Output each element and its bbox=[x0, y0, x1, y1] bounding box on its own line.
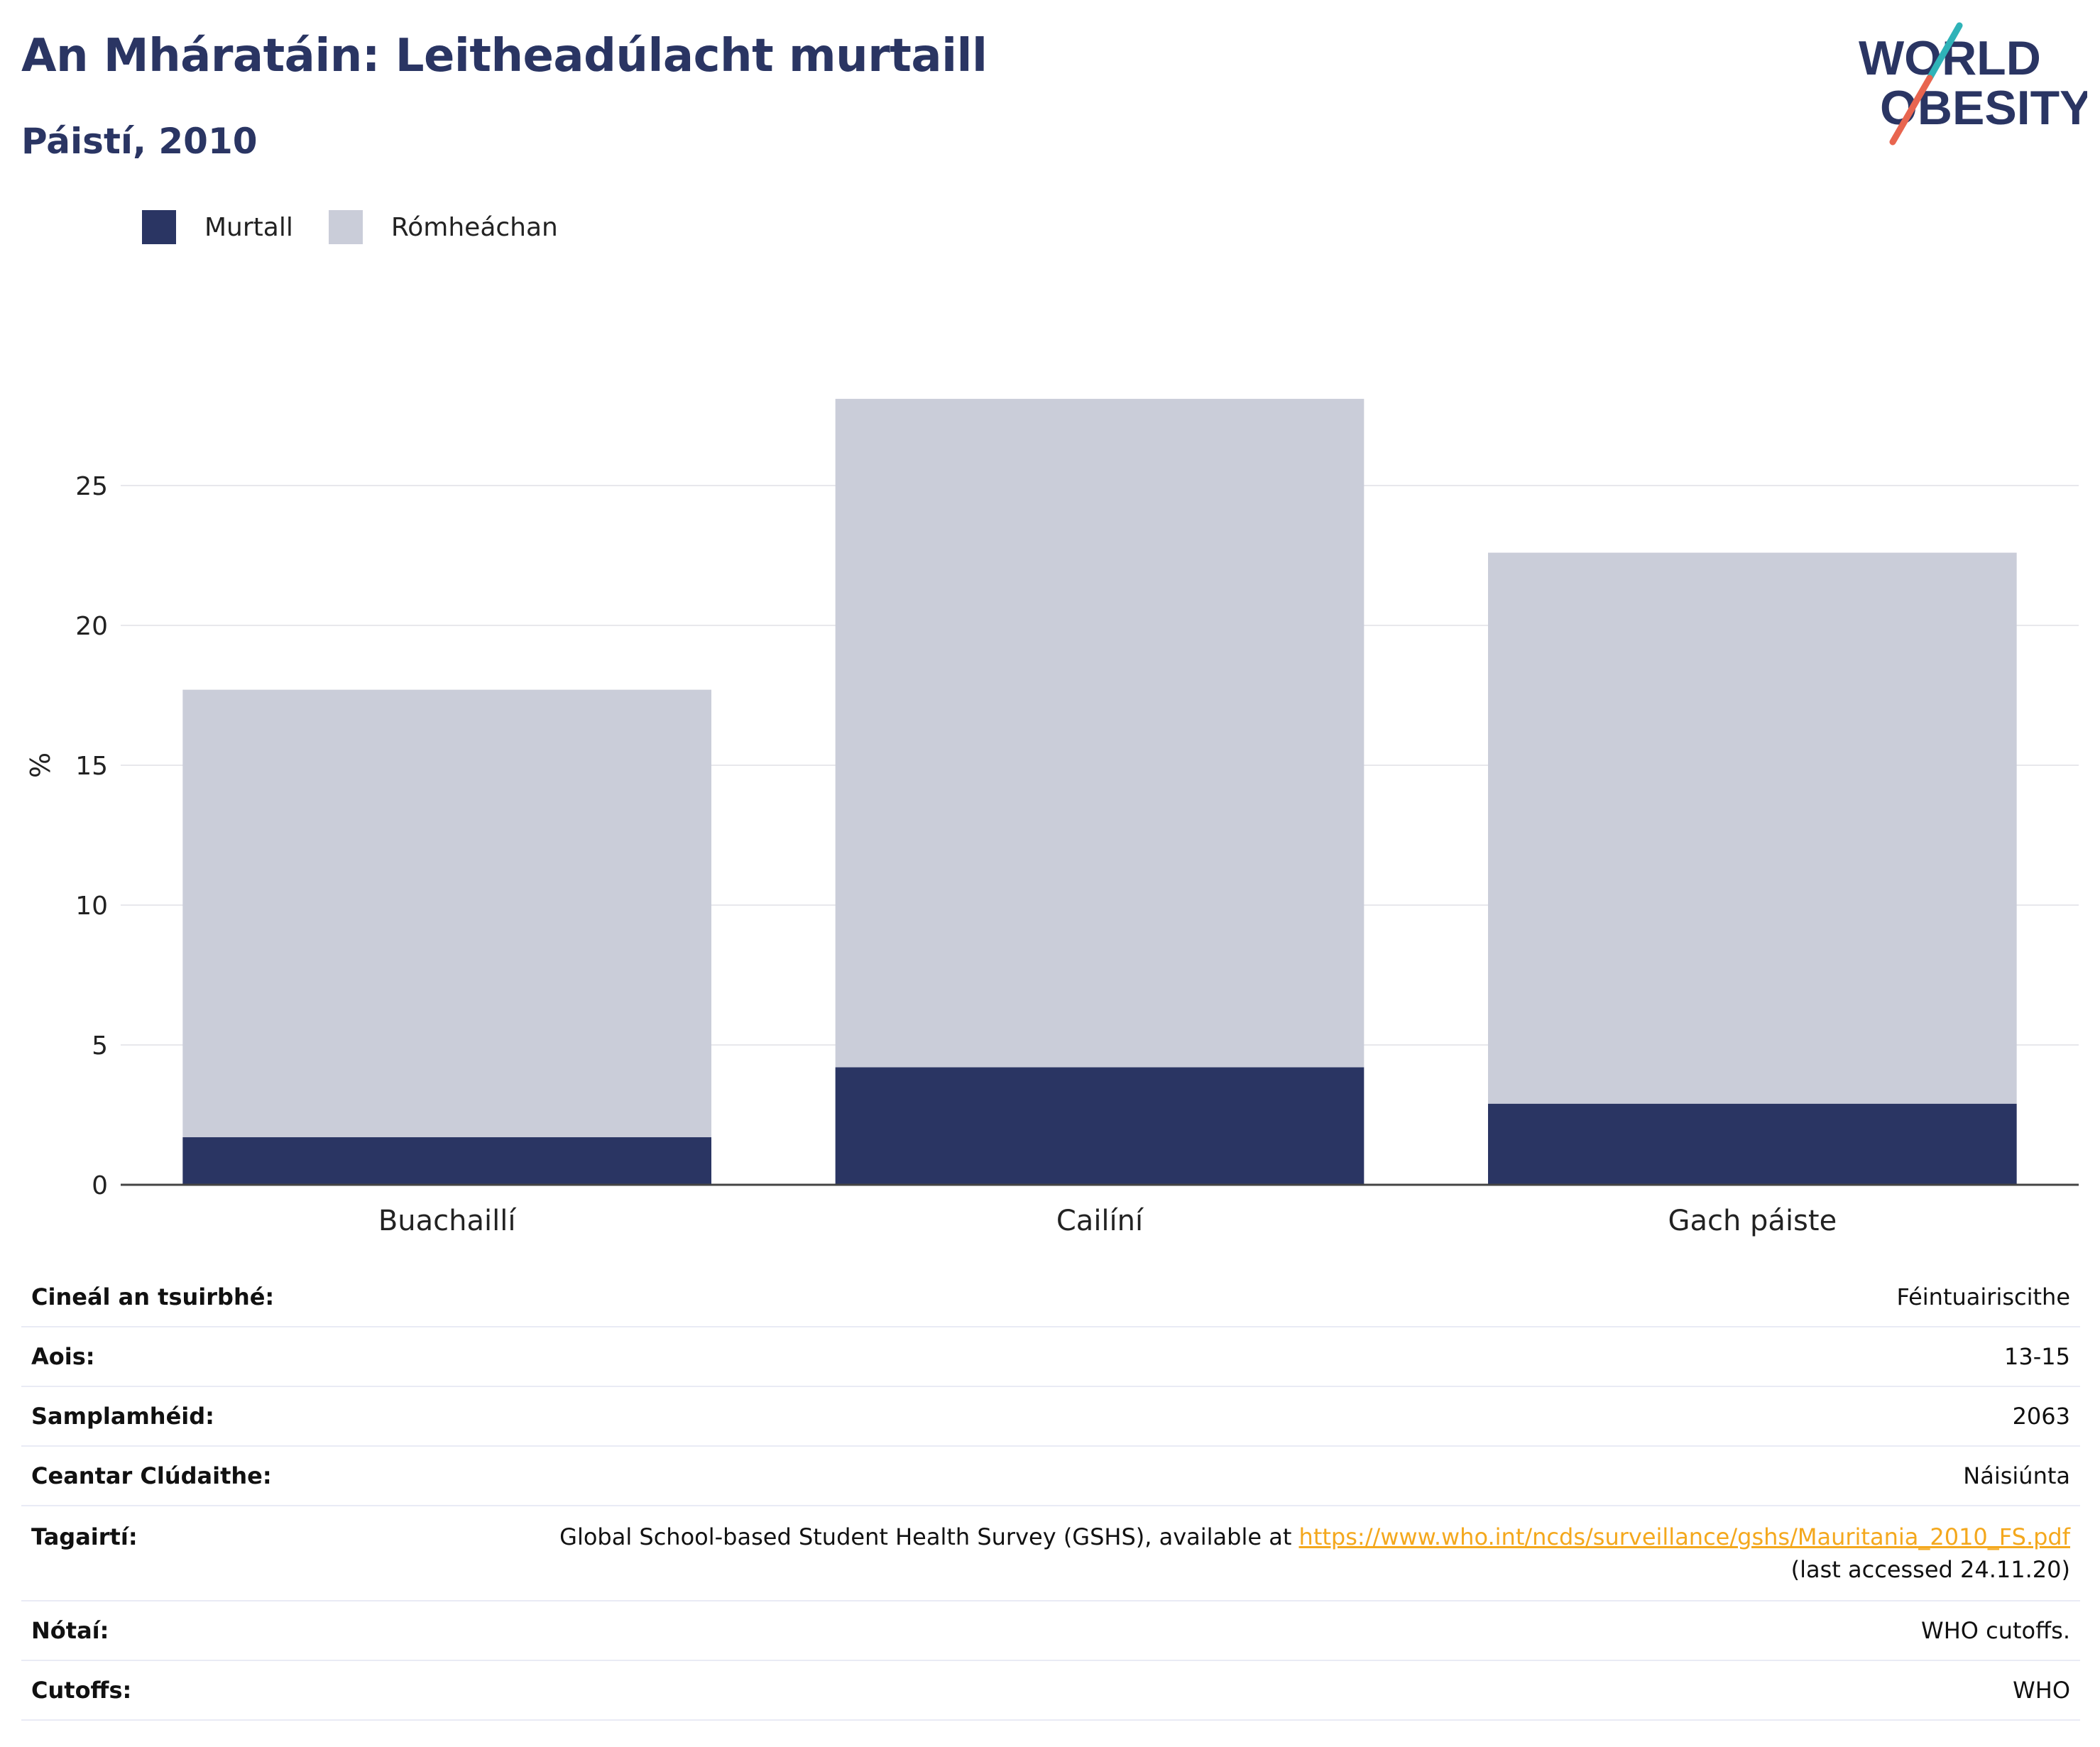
legend-label-murtall: Murtall bbox=[204, 212, 293, 242]
info-table: Cineál an tsuirbhé: Féintuairiscithe Aoi… bbox=[21, 1268, 2080, 1721]
chart-subtitle: Páistí, 2010 bbox=[21, 121, 258, 162]
info-value: 2063 bbox=[396, 1386, 2080, 1447]
y-tick-label: 25 bbox=[75, 472, 108, 501]
world-obesity-logo: WORLD OBESITY bbox=[1859, 22, 2087, 146]
y-tick-label: 5 bbox=[92, 1031, 108, 1061]
y-axis-label: % bbox=[25, 752, 56, 778]
info-row-references: Tagairtí: Global School-based Student He… bbox=[21, 1506, 2080, 1601]
bar-romheachan bbox=[182, 689, 711, 1138]
legend-item-murtall[interactable]: Murtall bbox=[142, 210, 293, 244]
x-tick-label: Gach páiste bbox=[1668, 1205, 1837, 1237]
info-key: Samplamhéid: bbox=[21, 1386, 396, 1447]
info-key: Ceantar Clúdaithe: bbox=[21, 1446, 396, 1506]
bar-murtall bbox=[182, 1137, 711, 1185]
legend-swatch-murtall bbox=[142, 210, 176, 244]
y-tick-label: 15 bbox=[75, 752, 108, 781]
legend-label-romheachan: Rómheáchan bbox=[390, 212, 558, 242]
info-value: WHO bbox=[396, 1660, 2080, 1721]
logo-coral-slash bbox=[1889, 75, 1933, 146]
info-value: Féintuairiscithe bbox=[396, 1268, 2080, 1327]
bar-romheachan bbox=[1488, 552, 2017, 1104]
info-key: Cineál an tsuirbhé: bbox=[21, 1268, 396, 1327]
reference-accessed: (last accessed 24.11.20) bbox=[1790, 1556, 2070, 1583]
info-value: Global School-based Student Health Surve… bbox=[396, 1506, 2080, 1601]
legend-item-romheachan[interactable]: Rómheáchan bbox=[328, 210, 558, 244]
x-tick-label: Buachaillí bbox=[378, 1205, 518, 1237]
info-key: Nótaí: bbox=[21, 1601, 396, 1661]
info-row-age: Aois: 13-15 bbox=[21, 1327, 2080, 1387]
logo-teal-slash bbox=[1926, 22, 1963, 82]
chart-legend: Murtall Rómheáchan bbox=[142, 210, 594, 244]
info-row-cutoffs: Cutoffs: WHO bbox=[21, 1660, 2080, 1721]
info-value: 13-15 bbox=[396, 1327, 2080, 1387]
y-tick-label: 0 bbox=[92, 1171, 108, 1200]
info-key: Aois: bbox=[21, 1327, 396, 1387]
y-tick-label: 20 bbox=[75, 612, 108, 641]
y-tick-label: 10 bbox=[75, 892, 108, 921]
info-value: Náisiúnta bbox=[396, 1446, 2080, 1506]
info-row-area-covered: Ceantar Clúdaithe: Náisiúnta bbox=[21, 1446, 2080, 1506]
info-row-sample-size: Samplamhéid: 2063 bbox=[21, 1386, 2080, 1447]
info-row-notes: Nótaí: WHO cutoffs. bbox=[21, 1601, 2080, 1661]
info-row-survey-type: Cineál an tsuirbhé: Féintuairiscithe bbox=[21, 1268, 2080, 1327]
info-key: Tagairtí: bbox=[21, 1506, 396, 1601]
info-value: WHO cutoffs. bbox=[396, 1601, 2080, 1661]
reference-text: Global School-based Student Health Surve… bbox=[559, 1523, 1299, 1550]
chart-title: An Mháratáin: Leitheadúlacht murtaill bbox=[21, 30, 988, 82]
info-key: Cutoffs: bbox=[21, 1660, 396, 1721]
bar-romheachan bbox=[835, 398, 1365, 1068]
reference-link[interactable]: https://www.who.int/ncds/surveillance/gs… bbox=[1298, 1523, 2070, 1550]
bar-murtall bbox=[1488, 1103, 2017, 1185]
legend-swatch-romheachan bbox=[328, 210, 363, 244]
bar-chart: 0 5 10 15 20 25% Buachaillí Cailíní Gach páiste bbox=[25, 398, 2079, 1237]
bar-murtall bbox=[835, 1067, 1365, 1185]
x-tick-label: Cailíní bbox=[1056, 1205, 1144, 1237]
